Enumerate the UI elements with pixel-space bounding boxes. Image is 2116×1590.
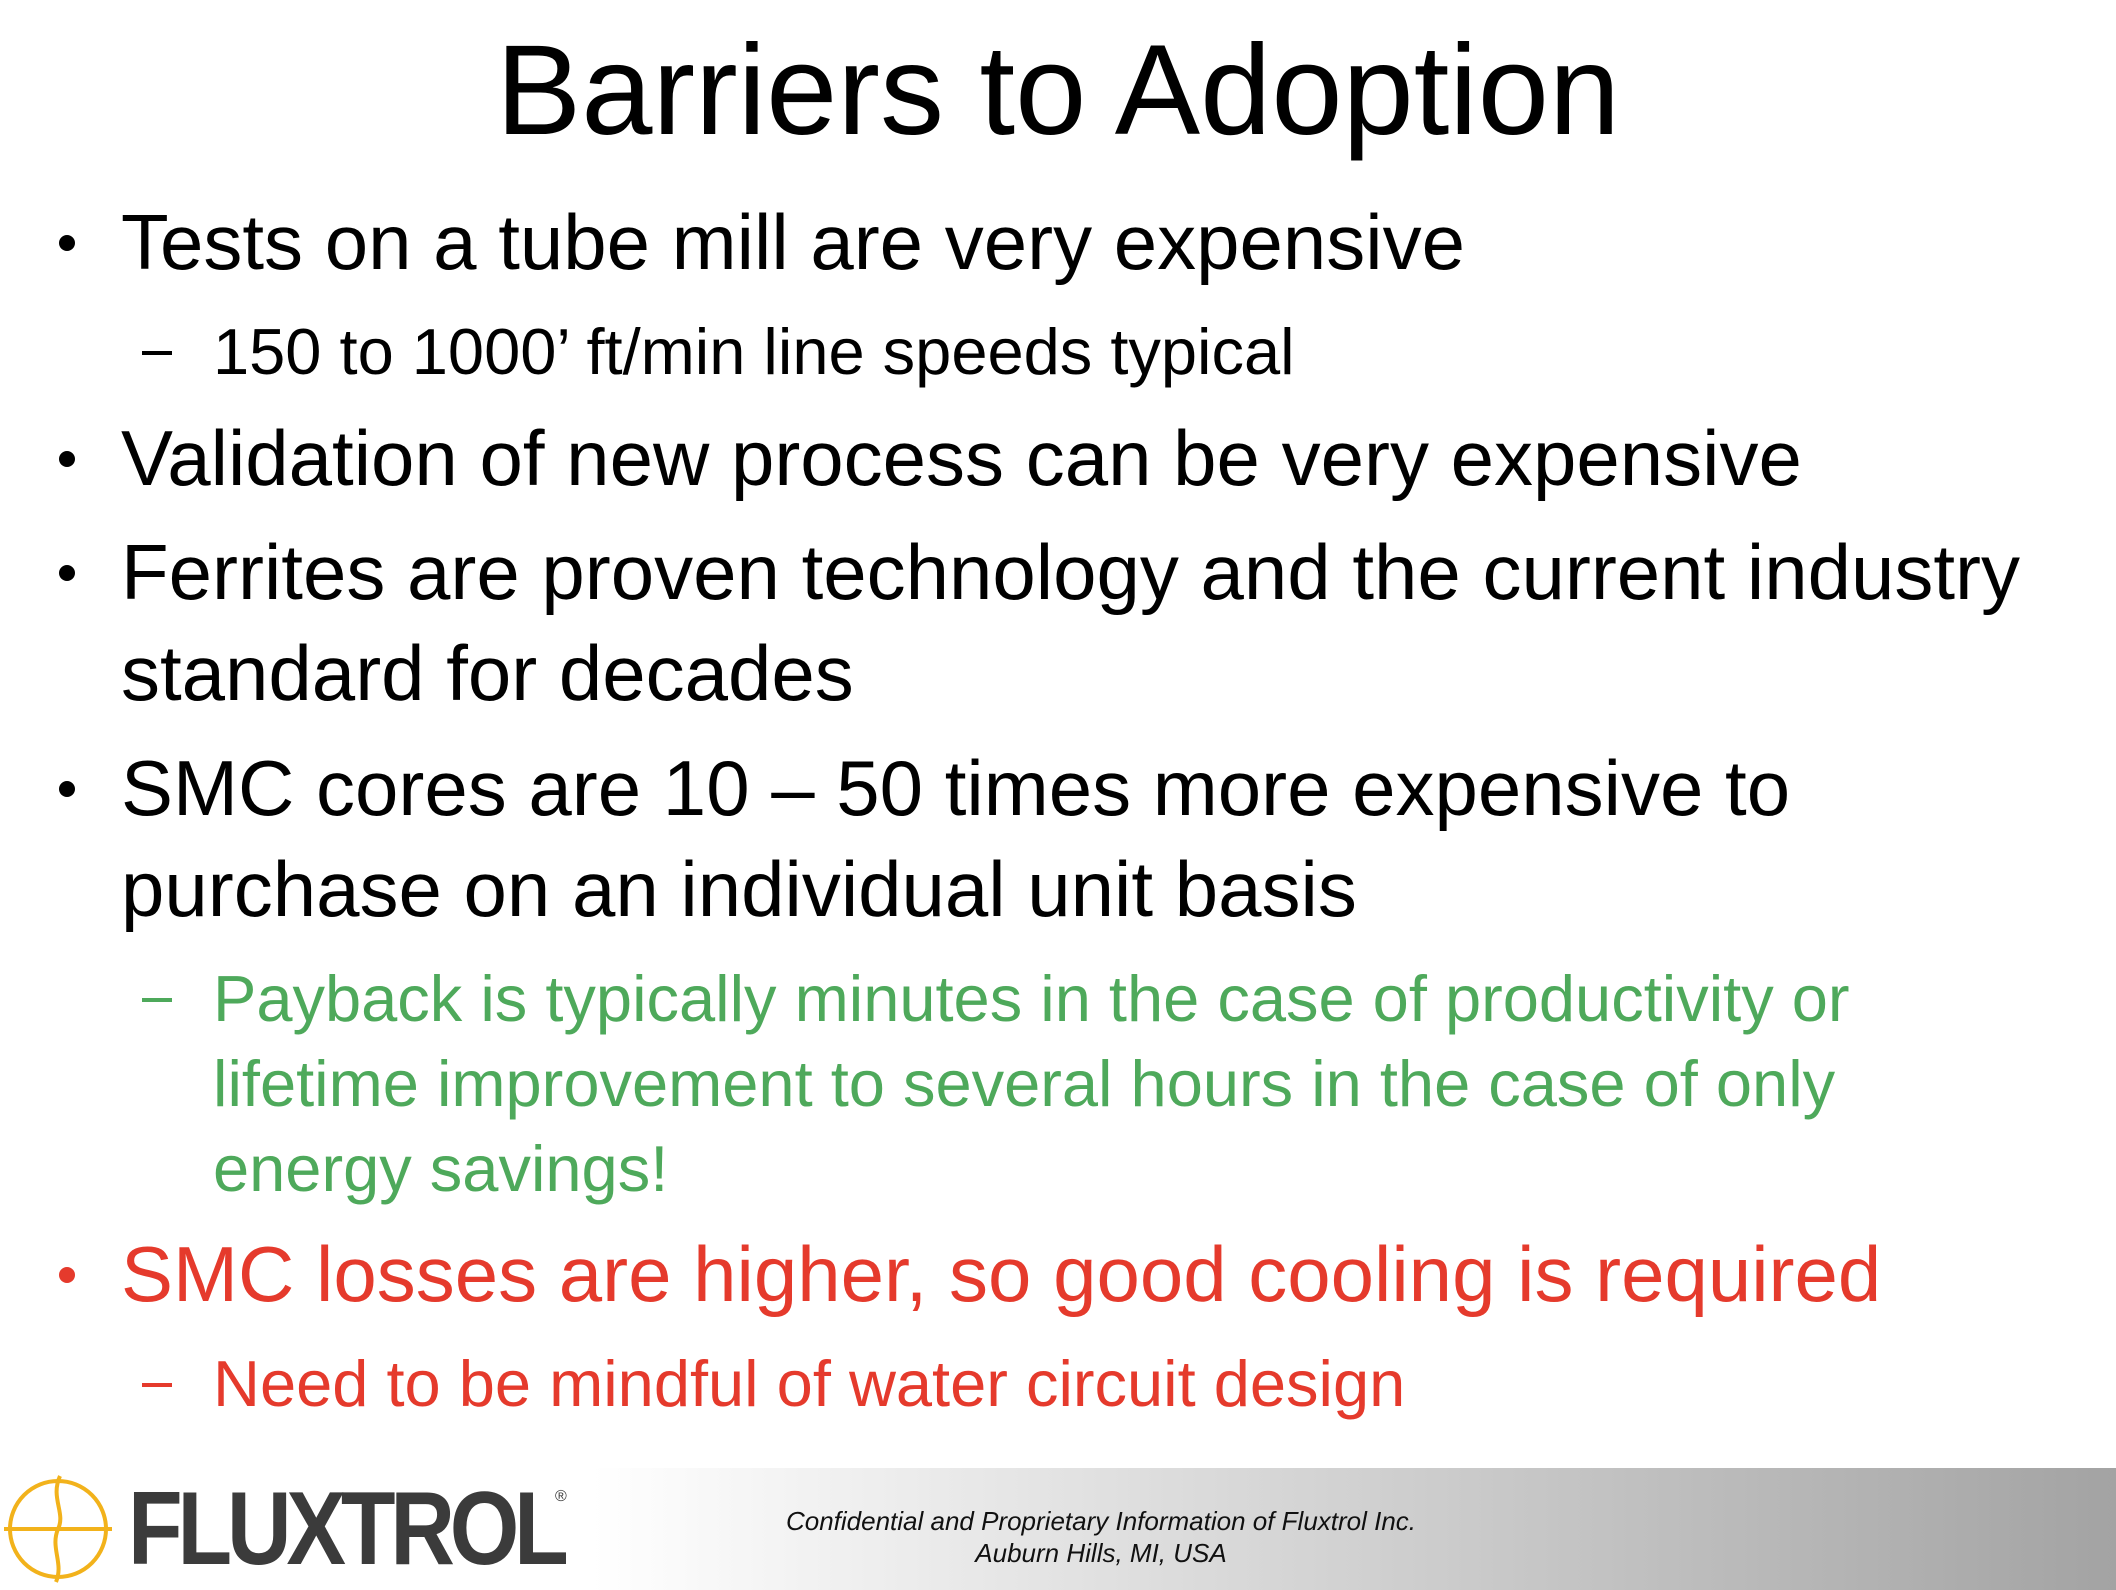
logo-symbol (4, 1475, 112, 1583)
bullet-item: Payback is typically minutes in the case… (142, 956, 2043, 1211)
bullet-marker (59, 565, 75, 581)
slide-title: Barriers to Adoption (495, 19, 1621, 162)
dash-marker (142, 998, 172, 1002)
registered-mark: ® (555, 1488, 567, 1505)
bullet-item: Validation of new process can be very ex… (59, 408, 2061, 509)
bullet-marker (59, 451, 75, 467)
bullet-text: SMC cores are 10 – 50 times more expensi… (121, 744, 1791, 933)
bullet-item: 150 to 1000’ ft/min line speeds typical (142, 309, 2043, 394)
bullet-text: Need to be mindful of water circuit desi… (213, 1347, 1406, 1420)
bullet-item: Need to be mindful of water circuit desi… (142, 1341, 2043, 1426)
footer: FLUXTROL ® Confidential and Proprietary … (0, 1468, 2116, 1590)
bullet-text: SMC losses are higher, so good cooling i… (121, 1230, 1882, 1318)
footer-line: Confidential and Proprietary Information… (785, 1506, 1417, 1536)
bullet-item: Tests on a tube mill are very expensive (59, 192, 2061, 293)
bullet-item: Ferrites are proven technology and the c… (59, 522, 2061, 724)
bullet-text: Tests on a tube mill are very expensive (121, 198, 1465, 286)
bullet-text: Ferrites are proven technology and the c… (121, 528, 2021, 717)
bullet-marker (59, 781, 75, 797)
bullet-marker (59, 235, 75, 251)
footer-line: Auburn Hills, MI, USA (975, 1538, 1227, 1568)
bullet-text: 150 to 1000’ ft/min line speeds typical (213, 315, 1295, 388)
bullet-text: Payback is typically minutes in the case… (213, 962, 1850, 1205)
logo-text: FLUXTROL (128, 1471, 569, 1587)
dash-marker (142, 1383, 172, 1387)
bullet-item: SMC losses are higher, so good cooling i… (59, 1224, 2061, 1325)
dash-marker (142, 351, 172, 355)
bullet-item: SMC cores are 10 – 50 times more expensi… (59, 738, 2061, 940)
bullet-text: Validation of new process can be very ex… (121, 414, 1802, 502)
bullet-marker (59, 1267, 75, 1283)
